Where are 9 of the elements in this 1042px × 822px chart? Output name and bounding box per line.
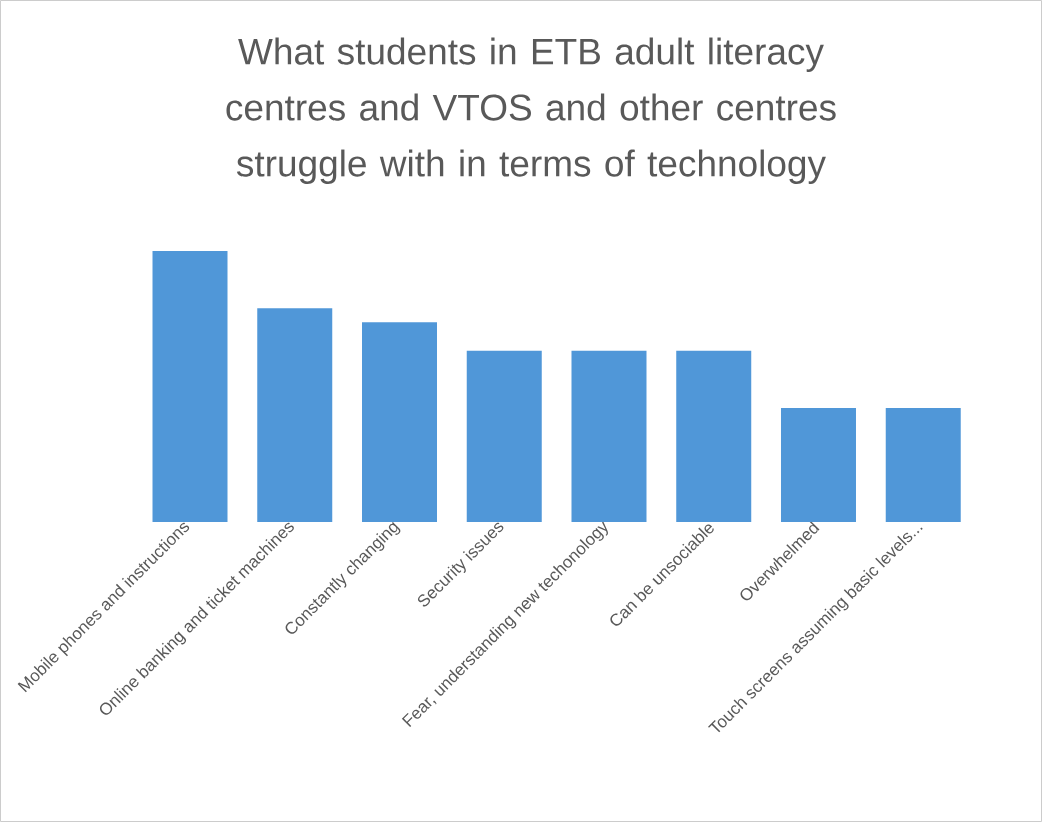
bar <box>780 407 856 522</box>
bar <box>257 308 333 522</box>
bar <box>885 407 961 522</box>
bar <box>466 350 542 522</box>
bar <box>152 250 228 522</box>
bar <box>571 350 647 522</box>
chart-title: What students in ETB adult literacy centres and VTOS and other centres struggle with in terms of technology <box>226 37 836 185</box>
bar <box>676 350 752 522</box>
bar <box>362 322 437 522</box>
